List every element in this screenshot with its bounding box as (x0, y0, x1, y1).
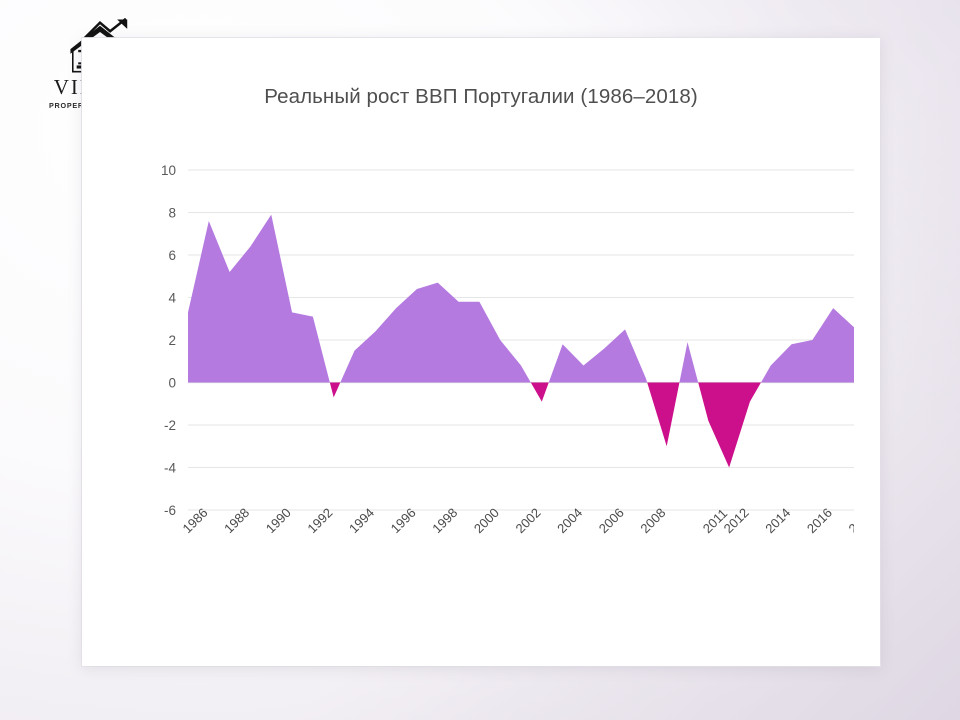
positive-growth-area (679, 342, 699, 383)
negative-growth-area (530, 382, 549, 402)
y-axis-tick-labels: 10 8 6 4 2 0 -2 -4 -6 (161, 163, 177, 518)
chart-plot-area: 10 8 6 4 2 0 -2 -4 -6 1986 1988 1990 1992 1994 1996 19… (140, 158, 854, 588)
y-axis-tick-label: 2 (168, 333, 176, 348)
y-axis-tick-label: 10 (161, 163, 176, 178)
negative-growth-area (647, 382, 680, 447)
y-axis-tick-label: -2 (164, 418, 176, 433)
positive-growth-area (548, 329, 648, 383)
y-axis-tick-label: 8 (168, 206, 176, 221)
y-axis-tick-label: 0 (168, 376, 176, 391)
chart-title: Реальный рост ВВП Португалии (1986–2018) (264, 85, 698, 108)
positive-growth-area (760, 308, 854, 383)
chart-card: Реальный рост ВВП Португалии (1986–2018)… (82, 38, 880, 666)
negative-growth-area (329, 382, 341, 398)
x-axis-tick-label: 2018 (846, 505, 854, 536)
area-series-group (188, 214, 854, 468)
negative-growth-area (698, 382, 761, 468)
positive-growth-area (188, 214, 330, 383)
y-axis-tick-label: -6 (164, 503, 176, 518)
gridlines-group (188, 169, 854, 511)
y-axis-tick-label: 4 (168, 291, 176, 306)
y-axis-tick-label: 6 (168, 248, 176, 263)
y-axis-tick-label: -4 (164, 461, 176, 476)
positive-growth-area (340, 282, 531, 383)
